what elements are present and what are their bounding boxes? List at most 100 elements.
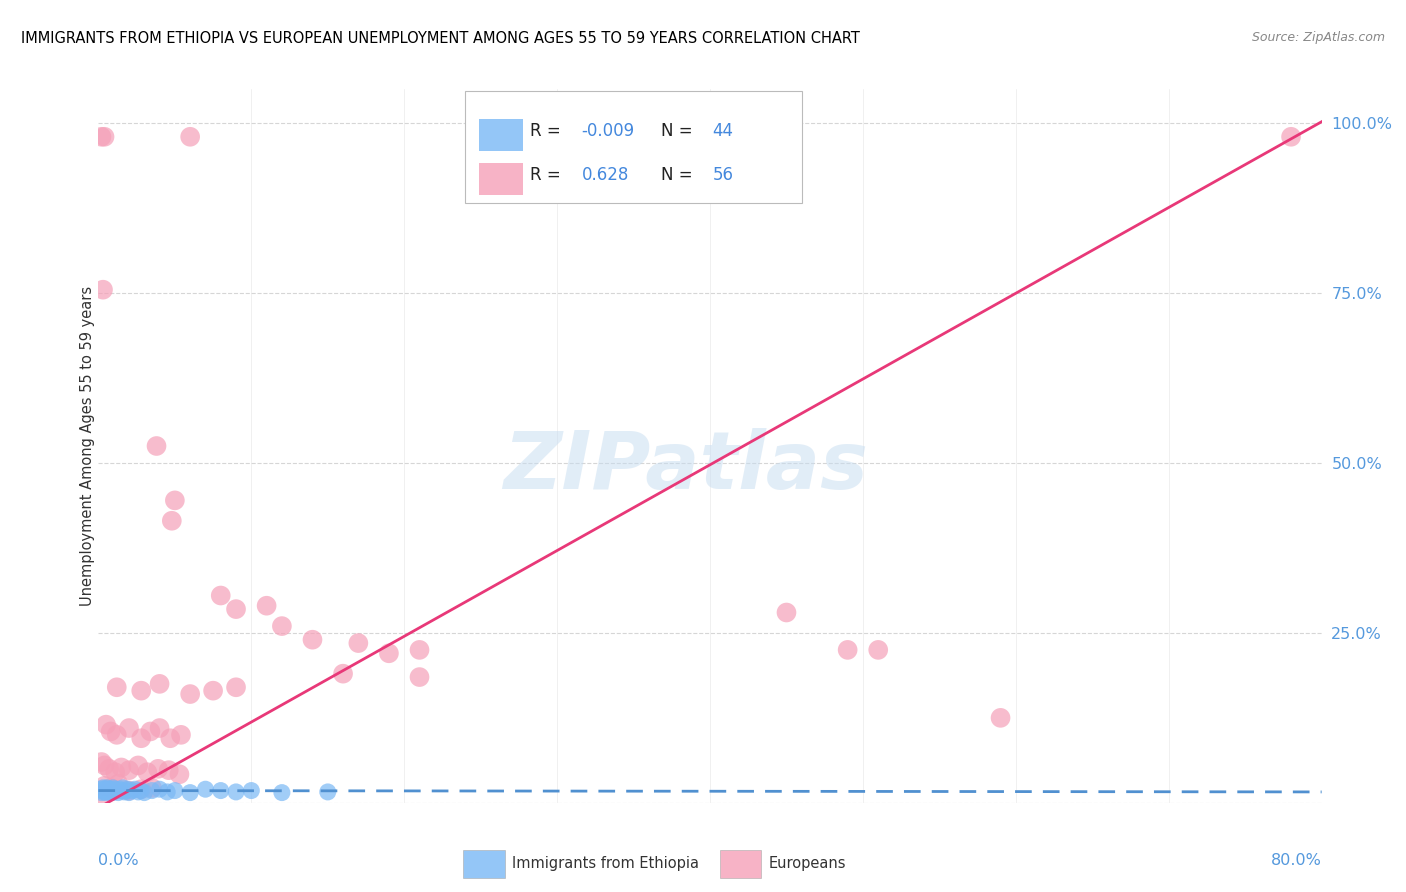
Point: [118, 763, 141, 777]
Point: [93, 129, 115, 144]
Point: [94, 783, 117, 797]
Point: [129, 683, 152, 698]
Point: [124, 782, 146, 797]
Point: [91, 283, 114, 297]
Point: [101, 780, 124, 795]
Point: [408, 643, 430, 657]
Point: [209, 783, 232, 797]
Point: [100, 786, 122, 800]
Point: [270, 786, 292, 800]
Point: [408, 670, 430, 684]
Point: [96, 780, 118, 795]
Point: [118, 783, 141, 797]
Point: [90, 129, 112, 144]
Point: [775, 606, 797, 620]
Point: [115, 783, 138, 797]
Point: [107, 786, 129, 800]
Point: [104, 765, 127, 780]
Point: [157, 763, 180, 777]
Point: [146, 762, 169, 776]
Point: [118, 786, 141, 800]
Text: Source: ZipAtlas.com: Source: ZipAtlas.com: [1251, 31, 1385, 45]
Point: [179, 129, 201, 144]
Point: [110, 760, 132, 774]
Point: [98, 762, 121, 776]
Point: [93, 758, 115, 772]
Point: [93, 779, 115, 793]
Point: [97, 782, 120, 797]
Point: [91, 783, 114, 797]
Text: IMMIGRANTS FROM ETHIOPIA VS EUROPEAN UNEMPLOYMENT AMONG AGES 55 TO 59 YEARS CORR: IMMIGRANTS FROM ETHIOPIA VS EUROPEAN UNE…: [21, 31, 860, 46]
Text: 56: 56: [713, 166, 734, 184]
Point: [868, 643, 890, 657]
Point: [240, 783, 263, 797]
Point: [139, 724, 162, 739]
Text: 0.0%: 0.0%: [98, 853, 139, 868]
Point: [129, 731, 152, 746]
Text: 44: 44: [713, 121, 734, 139]
FancyBboxPatch shape: [463, 850, 505, 878]
Point: [90, 782, 112, 797]
Point: [225, 680, 247, 694]
Point: [194, 782, 217, 797]
Point: [149, 721, 172, 735]
Point: [100, 780, 122, 795]
Point: [97, 783, 120, 797]
Point: [101, 783, 124, 797]
Point: [105, 680, 128, 694]
Point: [170, 728, 193, 742]
Point: [93, 782, 115, 797]
Y-axis label: Unemployment Among Ages 55 to 59 years: Unemployment Among Ages 55 to 59 years: [80, 286, 94, 606]
Point: [256, 599, 278, 613]
Point: [105, 728, 128, 742]
Point: [105, 783, 128, 797]
Point: [103, 785, 125, 799]
Point: [225, 785, 247, 799]
Point: [98, 785, 121, 799]
Point: [91, 780, 114, 795]
Point: [316, 785, 339, 799]
Point: [118, 721, 141, 735]
Text: ZIPatlas: ZIPatlas: [503, 428, 868, 507]
Point: [90, 755, 112, 769]
Point: [179, 786, 201, 800]
Point: [225, 602, 247, 616]
Point: [93, 785, 115, 799]
Point: [104, 782, 127, 797]
Point: [107, 777, 129, 791]
Point: [127, 758, 149, 772]
FancyBboxPatch shape: [720, 850, 762, 878]
Point: [159, 731, 181, 746]
Text: Europeans: Europeans: [769, 856, 846, 871]
Text: -0.009: -0.009: [582, 121, 634, 139]
Point: [209, 589, 232, 603]
Text: R =: R =: [530, 166, 571, 184]
Point: [163, 493, 186, 508]
Point: [837, 643, 859, 657]
Point: [117, 782, 139, 797]
Point: [111, 780, 134, 795]
Point: [141, 783, 163, 797]
Text: R =: R =: [530, 121, 567, 139]
Point: [90, 788, 112, 802]
Point: [149, 677, 172, 691]
Point: [141, 780, 163, 795]
Point: [347, 636, 370, 650]
Point: [270, 619, 292, 633]
FancyBboxPatch shape: [479, 163, 523, 194]
Text: 80.0%: 80.0%: [1271, 853, 1322, 868]
Point: [149, 782, 172, 797]
Point: [129, 782, 152, 797]
Point: [179, 687, 201, 701]
Point: [110, 783, 132, 797]
Point: [160, 514, 183, 528]
Text: 0.628: 0.628: [582, 166, 628, 184]
Point: [1279, 129, 1302, 144]
Point: [127, 785, 149, 799]
Point: [301, 632, 323, 647]
Point: [94, 786, 117, 800]
Point: [108, 782, 131, 797]
Point: [100, 782, 122, 797]
Point: [163, 783, 186, 797]
Point: [332, 666, 354, 681]
